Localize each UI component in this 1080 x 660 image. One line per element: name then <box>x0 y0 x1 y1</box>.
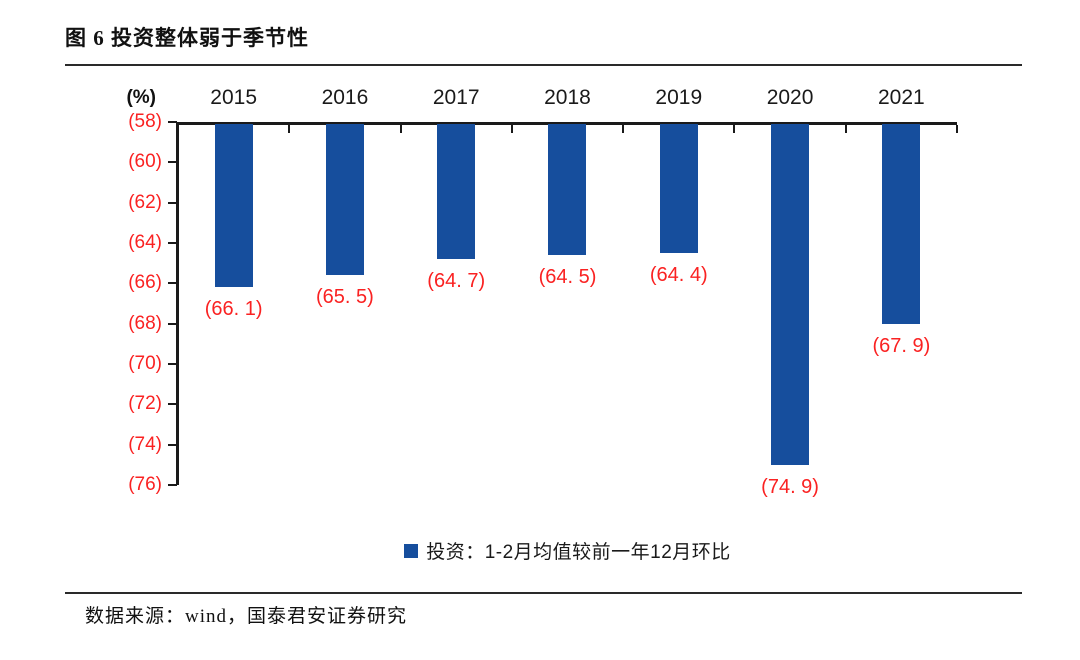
bar-value-label: (64. 4) <box>649 264 708 287</box>
y-axis-tick-label: (66) <box>128 272 162 294</box>
x-axis-tick <box>844 125 847 133</box>
data-source-note: 数据来源：wind，国泰君安证券研究 <box>85 606 408 627</box>
x-axis-tick <box>622 125 625 133</box>
y-axis-tick <box>168 161 177 164</box>
title-divider <box>65 64 1022 66</box>
bar-2015 <box>214 124 253 288</box>
bar-value-label: (64. 5) <box>538 266 597 289</box>
chart-column-2021: 2021 (67. 9) <box>846 86 957 485</box>
x-axis-tick <box>733 125 736 133</box>
x-axis-tick <box>399 125 402 133</box>
y-axis-tick-label: (64) <box>128 232 162 253</box>
legend-label: 投资：1-2月均值较前一年12月环比 <box>426 542 731 563</box>
bar-2021 <box>882 124 921 324</box>
y-axis-tick-label: (68) <box>128 312 162 334</box>
y-axis-tick <box>168 484 177 486</box>
chart-column-2015: 2015 (66. 1) <box>178 86 289 485</box>
x-axis-tick <box>510 125 513 133</box>
x-axis-tick <box>288 125 291 133</box>
chart-column-2020: 2020 (74. 9) <box>734 86 845 498</box>
y-axis-line <box>176 122 179 485</box>
bar-2018 <box>548 124 587 256</box>
chart-column-2017: 2017 (64. 7) <box>401 86 512 485</box>
y-axis-tick <box>168 242 177 244</box>
bar-value-label: (67. 9) <box>872 334 931 357</box>
y-axis-tick <box>168 322 177 325</box>
x-axis-label: 2018 <box>544 86 591 109</box>
x-axis-label: 2017 <box>432 86 480 109</box>
bar-value-label: (65. 5) <box>316 286 374 309</box>
chart-column-2016: 2016 (65. 5) <box>289 86 400 485</box>
bar-value-label: (64. 7) <box>427 270 486 293</box>
legend-swatch-icon <box>404 543 419 558</box>
footer-divider <box>65 592 1022 594</box>
investment-bar-chart: (%) (58) (60) (62) (64) (66) (68) (70) (72) (74)… <box>126 86 958 498</box>
y-axis-tick <box>168 121 177 123</box>
bar-2016 <box>325 124 364 276</box>
x-axis-label: 2016 <box>321 86 369 109</box>
y-axis-tick <box>168 403 177 406</box>
x-axis-line <box>177 122 957 125</box>
x-axis-label: 2020 <box>766 86 814 109</box>
bar-value-label: (66. 1) <box>204 298 263 321</box>
bar-2019 <box>659 124 698 254</box>
y-axis-tick-label: (62) <box>128 191 162 213</box>
chart-column-2018: 2018 (64. 5) <box>512 86 623 485</box>
y-axis-tick <box>168 201 177 204</box>
y-axis-tick-label: (60) <box>128 151 162 173</box>
x-axis-label: 2021 <box>877 86 925 109</box>
bar-2017 <box>437 124 476 260</box>
x-axis-tick <box>177 125 179 133</box>
chart-legend: 投资：1-2月均值较前一年12月环比 <box>178 537 957 564</box>
bar-value-label: (74. 9) <box>761 475 819 498</box>
figure-title: 图 6 投资整体弱于季节性 <box>65 26 309 50</box>
bar-2020 <box>771 124 810 465</box>
x-axis-label: 2019 <box>655 86 703 109</box>
y-axis-tick <box>168 443 177 446</box>
y-axis-tick-label: (74) <box>128 433 162 455</box>
y-axis-tick-label: (70) <box>128 353 162 374</box>
y-axis-tick <box>168 282 177 285</box>
y-axis-tick-label: (58) <box>128 111 162 132</box>
chart-column-2019: 2019 (64. 4) <box>623 86 734 485</box>
y-axis-tick <box>168 363 177 365</box>
x-axis-label: 2015 <box>210 86 257 109</box>
y-axis-unit-label: (%) <box>126 87 156 108</box>
y-axis-tick-label: (76) <box>128 474 162 495</box>
x-axis-tick <box>956 125 958 133</box>
y-axis-tick-label: (72) <box>128 393 162 415</box>
